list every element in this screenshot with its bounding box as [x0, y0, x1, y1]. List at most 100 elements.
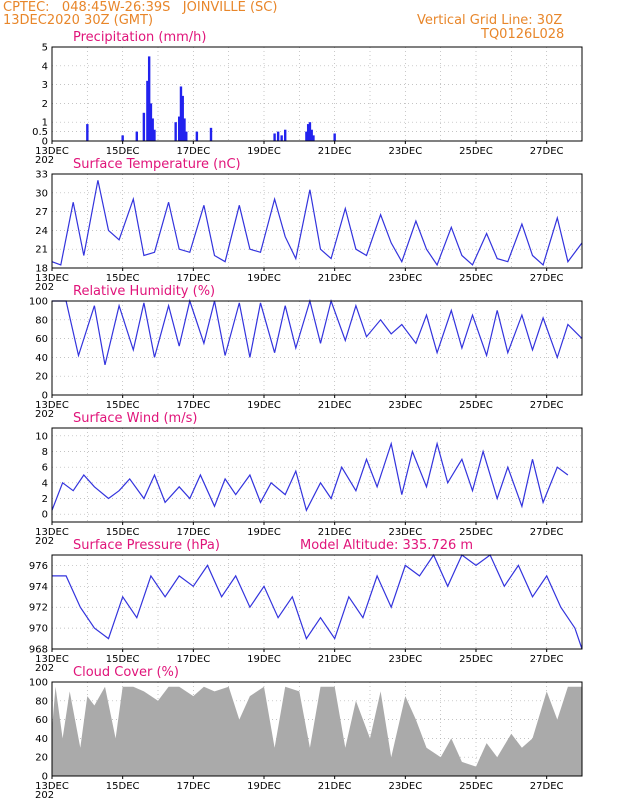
- precip-bar: [284, 129, 287, 141]
- precip-bar: [178, 116, 181, 141]
- x-year-label: 202: [35, 790, 54, 800]
- y-tick-label: 2: [42, 99, 48, 110]
- precip-bar: [306, 124, 310, 141]
- y-tick-label: 100: [29, 678, 48, 689]
- x-tick-label: 27DEC: [530, 527, 564, 538]
- y-tick-label: 80: [35, 696, 48, 707]
- y-tick-label: 20: [35, 372, 48, 383]
- y-tick-label: 24: [35, 226, 48, 237]
- x-tick-label: 21DEC: [318, 781, 352, 792]
- x-tick-label: 17DEC: [176, 400, 210, 411]
- x-tick-label: 19DEC: [247, 654, 281, 665]
- y-tick-label: 27: [35, 207, 48, 218]
- y-tick-label: 4: [42, 478, 48, 489]
- precip-bar: [174, 122, 177, 141]
- precip-bar: [135, 131, 138, 141]
- precip-bar: [149, 103, 153, 141]
- x-tick-label: 15DEC: [106, 146, 140, 157]
- x-tick-label: 23DEC: [388, 146, 422, 157]
- x-tick-label: 25DEC: [459, 781, 493, 792]
- x-tick-label: 13DEC: [35, 781, 69, 792]
- x-tick-label: 15DEC: [106, 400, 140, 411]
- x-tick-label: 15DEC: [106, 273, 140, 284]
- x-tick-label: 21DEC: [318, 527, 352, 538]
- x-tick-label: 17DEC: [176, 654, 210, 665]
- x-tick-label: 25DEC: [459, 146, 493, 157]
- panel-annotation-5: Model Altitude: 335.726 m: [300, 538, 473, 553]
- y-tick-label: 20: [35, 753, 48, 764]
- precip-bar: [151, 118, 154, 141]
- precip-bar: [179, 86, 183, 141]
- x-tick-label: 17DEC: [176, 527, 210, 538]
- y-tick-label: 3: [42, 80, 48, 91]
- precip-bar: [280, 135, 283, 141]
- panel-frame-3: [51, 300, 583, 396]
- y-tick-label: 6: [42, 463, 48, 474]
- panel-title-5: Surface Pressure (hPa): [73, 538, 220, 553]
- x-tick-label: 19DEC: [247, 781, 281, 792]
- x-tick-label: 25DEC: [459, 654, 493, 665]
- y-tick-label: 5: [42, 43, 48, 54]
- x-year-label: 202: [35, 409, 54, 420]
- x-tick-label: 25DEC: [459, 527, 493, 538]
- x-tick-label: 17DEC: [176, 273, 210, 284]
- y-tick-label: 60: [35, 715, 48, 726]
- x-tick-label: 15DEC: [106, 781, 140, 792]
- x-tick-label: 13DEC: [35, 146, 69, 157]
- y-tick-label: 60: [35, 334, 48, 345]
- y-tick-label: 0: [42, 772, 48, 783]
- precip-bar: [86, 124, 89, 141]
- precip-bar: [153, 129, 156, 141]
- y-tick-label: 970: [29, 624, 48, 635]
- cloud-cover-area: [52, 686, 582, 776]
- x-tick-label: 27DEC: [530, 273, 564, 284]
- panel-title-4: Surface Wind (m/s): [73, 411, 197, 426]
- x-tick-label: 15DEC: [106, 527, 140, 538]
- y-tick-label: 0.5: [32, 127, 48, 138]
- header-date: 13DEC2020 30Z (GMT): [3, 13, 154, 28]
- x-tick-label: 23DEC: [388, 527, 422, 538]
- y-tick-label: 972: [29, 603, 48, 614]
- precip-bar: [209, 127, 213, 141]
- header-model-code: TQ0126L028: [481, 27, 565, 42]
- x-tick-label: 13DEC: [35, 273, 69, 284]
- precip-bar: [181, 95, 184, 141]
- y-tick-label: 40: [35, 353, 48, 364]
- x-tick-label: 23DEC: [388, 654, 422, 665]
- x-tick-label: 21DEC: [318, 146, 352, 157]
- panel-title-6: Cloud Cover (%): [73, 665, 179, 680]
- x-tick-label: 25DEC: [459, 400, 493, 411]
- y-tick-label: 0: [42, 137, 48, 148]
- y-tick-label: 974: [29, 582, 48, 593]
- header-grid-line: Vertical Grid Line: 30Z: [417, 13, 563, 28]
- precip-bar: [333, 133, 336, 141]
- panel-frame-1: [51, 46, 583, 142]
- y-tick-label: 4: [42, 61, 48, 72]
- x-tick-label: 13DEC: [35, 400, 69, 411]
- precip-bar: [142, 112, 146, 141]
- y-tick-label: 1: [42, 118, 48, 129]
- precip-bar: [273, 133, 276, 141]
- y-tick-label: 2: [42, 494, 48, 505]
- x-tick-label: 27DEC: [530, 781, 564, 792]
- y-tick-label: 40: [35, 734, 48, 745]
- x-tick-label: 13DEC: [35, 527, 69, 538]
- panel-title-2: Surface Temperature (nC): [73, 157, 241, 172]
- series-line-2: [51, 180, 583, 267]
- y-tick-label: 10: [35, 431, 48, 442]
- panel-frame-4: [51, 427, 583, 523]
- x-tick-label: 17DEC: [176, 781, 210, 792]
- x-tick-label: 27DEC: [530, 654, 564, 665]
- x-year-label: 202: [35, 663, 54, 674]
- precip-bar: [195, 131, 199, 141]
- series-line-5: [52, 553, 583, 650]
- x-tick-label: 23DEC: [388, 400, 422, 411]
- y-tick-label: 33: [35, 170, 48, 181]
- x-tick-label: 19DEC: [247, 400, 281, 411]
- y-tick-label: 21: [35, 245, 48, 256]
- series-line-4: [51, 441, 569, 512]
- y-tick-label: 0: [42, 391, 48, 402]
- header-station: CPTEC: 048:45W-26:39S JOINVILLE (SC): [3, 0, 278, 15]
- x-tick-label: 23DEC: [388, 781, 422, 792]
